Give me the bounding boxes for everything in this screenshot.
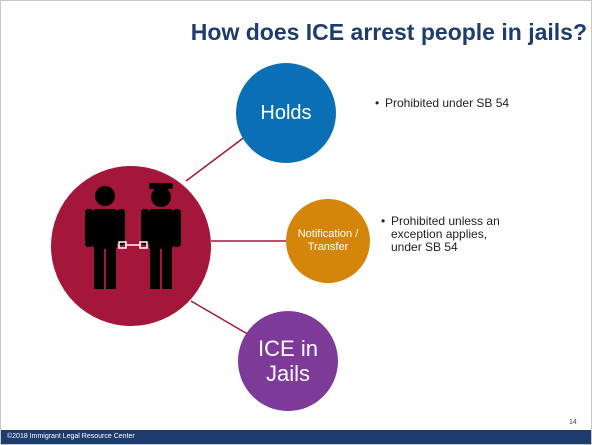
node-circle <box>238 311 338 411</box>
page-number: 14 <box>569 419 577 426</box>
footer: ©2018 Immigrant Legal Resource Center <box>7 433 135 440</box>
bullet-text: Prohibited unless an exception applies, … <box>381 215 521 254</box>
node-label: ICE in Jails <box>258 336 318 386</box>
handcuffs <box>118 241 148 249</box>
node-circle <box>236 63 336 163</box>
footer-bar <box>1 430 591 444</box>
connector <box>190 300 252 337</box>
title: How does ICE arrest people in jails? <box>190 19 587 45</box>
hub-circle <box>51 166 211 326</box>
node-circle <box>286 199 370 283</box>
node-label: Notification / Transfer <box>297 228 359 253</box>
arrest-icon <box>85 183 181 289</box>
bullet-text: Prohibited under SB 54 <box>375 97 525 111</box>
connector <box>185 135 247 182</box>
node-label: Holds <box>260 101 312 124</box>
